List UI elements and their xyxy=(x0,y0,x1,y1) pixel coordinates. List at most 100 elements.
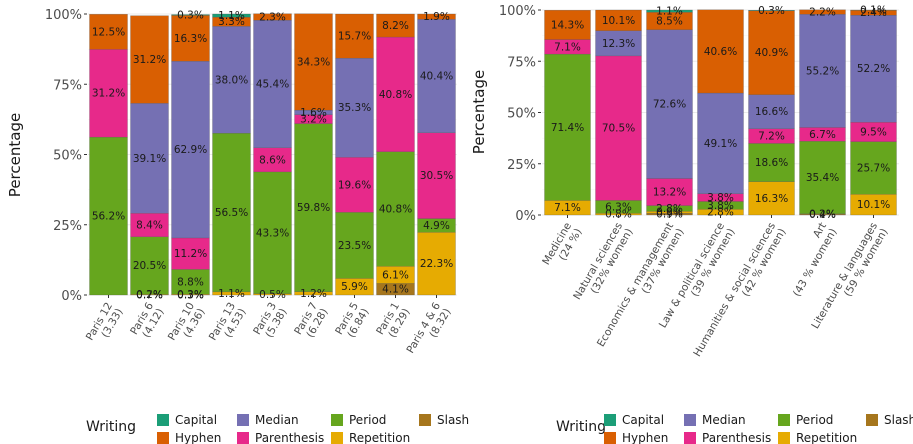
left-bar-segment-period xyxy=(130,236,169,295)
left-data-label: 20.5% xyxy=(133,260,166,272)
left-data-label: 4.9% xyxy=(423,220,450,232)
legend-label-median: Median xyxy=(255,413,299,427)
right-data-label: 7.2% xyxy=(758,131,785,143)
right-bar-segment-median xyxy=(646,29,693,179)
left-bar-segment-hyphen xyxy=(417,13,456,20)
right-bar-segment-hyphen xyxy=(697,9,744,94)
right-data-label: 0.2% xyxy=(809,208,836,220)
left-data-label: 16.3% xyxy=(174,33,207,45)
left-data-label: 8.4% xyxy=(136,220,163,232)
legend-label-period: Period xyxy=(349,413,386,427)
right-data-label: 9.5% xyxy=(860,126,887,138)
left-y-tick-label: 50% xyxy=(53,149,82,164)
left-data-label: 59.8% xyxy=(297,202,330,214)
legend-label-parenthesis: Parenthesis xyxy=(702,431,771,444)
right-bar-segment-hyphen xyxy=(595,9,642,31)
left-data-label: 56.5% xyxy=(215,207,248,219)
left-bar-segment-period xyxy=(89,136,128,296)
left-bar-segment-parenthesis xyxy=(335,157,374,213)
legend-swatch-parenthesis xyxy=(684,432,696,444)
left-data-label: 35.3% xyxy=(338,102,371,114)
left-data-label: 31.2% xyxy=(133,54,166,66)
left-bar-segment-median xyxy=(171,61,210,239)
legend-label-capital: Capital xyxy=(622,413,664,427)
right-y-tick-label: 0% xyxy=(515,209,536,224)
left-data-label: 12.5% xyxy=(92,26,125,38)
left-y-axis-title: Percentage xyxy=(6,113,24,197)
right-data-label: 6.3% xyxy=(605,201,632,213)
right-data-label: 0.9% xyxy=(656,207,683,219)
right-data-label: 13.2% xyxy=(653,187,686,199)
right-data-label: 10.1% xyxy=(602,15,635,27)
left-data-label: 43.3% xyxy=(256,227,289,239)
right-y-tick-label: 50% xyxy=(507,107,536,122)
left-data-label: 8.2% xyxy=(382,20,409,32)
left-bar-segment-hyphen xyxy=(294,13,333,111)
right-legend-title: Writing xyxy=(556,419,606,435)
legend-label-slash: Slash xyxy=(437,413,469,427)
left-bar-segment-median xyxy=(253,20,292,148)
left-x-category-label: Paris 13(4.53) xyxy=(207,301,249,349)
right-data-label: 1.1% xyxy=(656,6,683,18)
right-bar-segment-capital xyxy=(748,10,795,11)
left-bar-segment-period xyxy=(253,171,292,294)
right-data-label: 35.4% xyxy=(806,172,839,184)
left-chart-panel: Percentage 0% 25% 50% 75% 100% 56.2% 31.2% 12.5… xyxy=(6,8,457,355)
left-bar-segment-period xyxy=(171,269,210,295)
left-x-category-label: Paris 12(3.33) xyxy=(84,301,126,349)
right-bar-segment-median xyxy=(595,30,642,57)
legend-label-parenthesis: Parenthesis xyxy=(255,431,324,444)
right-data-labels: 7.1% 71.4% 7.1% 14.3% 0.8%6.3% 70.5% 12.3% 10.1… xyxy=(551,5,890,221)
left-data-label: 23.5% xyxy=(338,240,371,252)
left-data-label: 38.0% xyxy=(215,74,248,86)
left-bar-segment-parenthesis xyxy=(253,147,292,173)
right-data-label: 40.9% xyxy=(755,47,788,59)
right-bar-segment-hyphen xyxy=(748,10,795,95)
left-data-label: 56.2% xyxy=(92,211,125,223)
left-y-tick-label: 25% xyxy=(53,219,82,234)
left-legend: Writing Capital Hyphen Median Parenthesis Pe… xyxy=(86,413,469,444)
left-bar-segment-period xyxy=(335,212,374,279)
left-bar-segment-hyphen xyxy=(335,13,374,59)
left-bar-segment-median xyxy=(212,26,251,134)
left-y-tick-label: 0% xyxy=(61,289,82,304)
right-x-category-label: Medicine(24 %) xyxy=(540,221,584,274)
right-data-label: 49.1% xyxy=(704,138,737,150)
right-data-label: 52.2% xyxy=(857,63,890,75)
left-data-label: 40.8% xyxy=(379,204,412,216)
legend-swatch-hyphen xyxy=(157,432,169,444)
right-bar-segment-median xyxy=(697,92,744,194)
legend-label-hyphen: Hyphen xyxy=(175,431,221,444)
left-data-label: 1.1% xyxy=(218,10,245,22)
right-data-label: 40.6% xyxy=(704,46,737,58)
right-data-label: 2.8% xyxy=(707,207,734,219)
right-data-label: 71.4% xyxy=(551,122,584,134)
left-data-label: 22.3% xyxy=(420,258,453,270)
right-data-label: 3.8% xyxy=(707,192,734,204)
left-data-label: 5.9% xyxy=(341,281,368,293)
left-x-category-label: Paris 10(4.36) xyxy=(166,301,208,349)
left-data-label: 0.3% xyxy=(177,9,204,21)
left-data-labels: 56.2%31.2%12.5%0.7%0.2%20.5%8.4%39.1%31.… xyxy=(92,9,453,301)
legend-swatch-capital xyxy=(157,414,169,426)
left-data-label: 2.3% xyxy=(259,11,286,23)
right-data-label: 14.3% xyxy=(551,19,584,31)
right-bar-segment-median xyxy=(799,14,846,128)
left-bar-segment-median xyxy=(130,103,169,214)
right-data-label: 12.3% xyxy=(602,38,635,50)
right-bar-segment-median xyxy=(748,94,795,129)
left-data-label: 3.3% xyxy=(218,16,245,28)
left-data-label: 19.6% xyxy=(338,179,371,191)
left-data-label: 8.8% xyxy=(177,276,204,288)
legend-swatch-slash xyxy=(866,414,878,426)
left-x-category-label: Paris 1(8.29) xyxy=(374,301,412,343)
right-data-label: 0.8% xyxy=(605,209,632,221)
right-data-label: 25.7% xyxy=(857,162,890,174)
right-bar-segment-period xyxy=(850,141,897,195)
left-bar-segment-parenthesis xyxy=(89,49,128,138)
legend-swatch-median xyxy=(237,414,249,426)
legend-label-repetition: Repetition xyxy=(349,431,410,444)
right-data-label: 55.2% xyxy=(806,65,839,77)
legend-swatch-period xyxy=(778,414,790,426)
left-bar-segment-hyphen xyxy=(130,15,169,104)
